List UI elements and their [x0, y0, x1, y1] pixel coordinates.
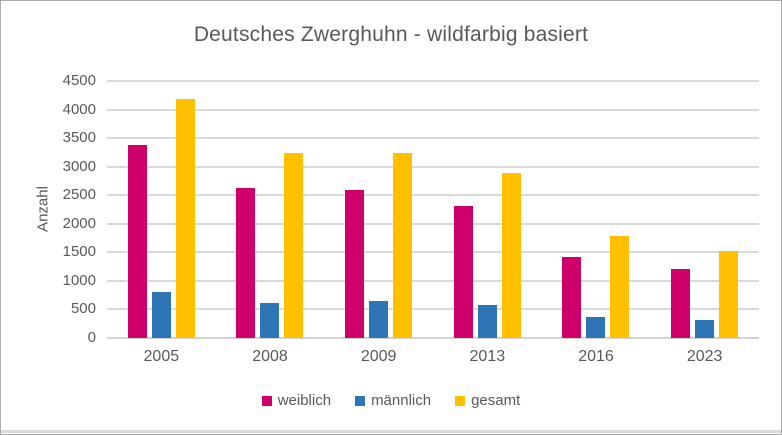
y-tick-label-2000: 2000 — [62, 214, 96, 232]
bar-männlich-2009[interactable] — [369, 301, 389, 338]
gridline-2000 — [107, 222, 759, 225]
bar-group-2005 — [107, 81, 216, 338]
legend-swatch-icon — [455, 395, 466, 406]
x-tick-label-2005: 2005 — [143, 348, 180, 365]
gridline-4000 — [107, 108, 759, 111]
bar-group-2009 — [324, 81, 433, 338]
legend-swatch-icon — [261, 395, 272, 406]
y-tick-label-1500: 1500 — [62, 243, 96, 261]
bar-gesamt-2023[interactable] — [719, 250, 739, 338]
x-tick-label-2009: 2009 — [360, 348, 397, 365]
bar-männlich-2013[interactable] — [477, 305, 497, 338]
gridline-3000 — [107, 165, 759, 168]
legend-item-männlich[interactable]: männlich — [355, 392, 431, 409]
legend-label: gesamt — [471, 392, 521, 409]
legend-item-gesamt[interactable]: gesamt — [455, 392, 520, 409]
x-axis-tick-labels: 2005 2008 2009 2013 2016 2023 — [107, 348, 759, 368]
y-tick-label-3500: 3500 — [62, 129, 96, 147]
bar-gesamt-2016[interactable] — [610, 236, 630, 338]
bar-weiblich-2016[interactable] — [562, 256, 582, 338]
bar-gesamt-2005[interactable] — [175, 99, 195, 338]
bar-group-2023 — [650, 81, 759, 338]
bar-weiblich-2005[interactable] — [127, 144, 147, 338]
legend: weiblich männlich gesamt — [1, 392, 781, 409]
plot-area — [107, 80, 759, 339]
bar-männlich-2016[interactable] — [586, 317, 606, 338]
bar-group-2016 — [542, 81, 651, 338]
bar-männlich-2008[interactable] — [260, 302, 280, 338]
bottom-edge-divider — [1, 430, 781, 433]
bar-gesamt-2009[interactable] — [393, 152, 413, 338]
y-tick-label-2500: 2500 — [62, 186, 96, 204]
legend-label: männlich — [371, 392, 432, 409]
y-tick-label-4500: 4500 — [62, 72, 96, 89]
y-axis-tick-labels: 0 500 1000 1500 2000 2500 3000 3500 4000 4500 — [1, 72, 96, 346]
bar-group-2013 — [433, 81, 542, 338]
x-tick-label-2013: 2013 — [469, 348, 506, 365]
bar-gesamt-2013[interactable] — [501, 172, 521, 338]
gridline-1500 — [107, 251, 759, 254]
x-tick-label-2016: 2016 — [578, 348, 614, 365]
bar-gesamt-2008[interactable] — [284, 152, 304, 338]
bar-männlich-2005[interactable] — [151, 292, 171, 338]
x-axis-line — [107, 337, 759, 339]
legend-label: weiblich — [277, 392, 332, 409]
legend-swatch-icon — [355, 395, 366, 406]
gridline-500 — [107, 308, 759, 311]
gridline-1000 — [107, 279, 759, 282]
x-tick-label-2023: 2023 — [686, 348, 723, 365]
bar-weiblich-2013[interactable] — [453, 205, 473, 338]
y-tick-label-1000: 1000 — [62, 271, 96, 289]
gridline-4500 — [107, 80, 759, 82]
bar-weiblich-2023[interactable] — [671, 268, 691, 338]
bar-männlich-2023[interactable] — [695, 319, 715, 338]
y-tick-label-4000: 4000 — [62, 100, 96, 118]
gridline-2500 — [107, 194, 759, 197]
y-tick-label-500: 500 — [70, 300, 96, 318]
y-tick-label-3000: 3000 — [62, 157, 96, 175]
bar-group-2008 — [216, 81, 325, 338]
legend-item-weiblich[interactable]: weiblich — [261, 392, 332, 409]
bar-weiblich-2009[interactable] — [345, 189, 365, 338]
gridline-3500 — [107, 137, 759, 140]
bar-weiblich-2008[interactable] — [236, 188, 256, 338]
x-tick-label-2008: 2008 — [252, 348, 288, 365]
y-tick-label-0: 0 — [87, 329, 96, 346]
chart-title: Deutsches Zwerghuhn - wildfarbig basiert — [193, 23, 589, 46]
